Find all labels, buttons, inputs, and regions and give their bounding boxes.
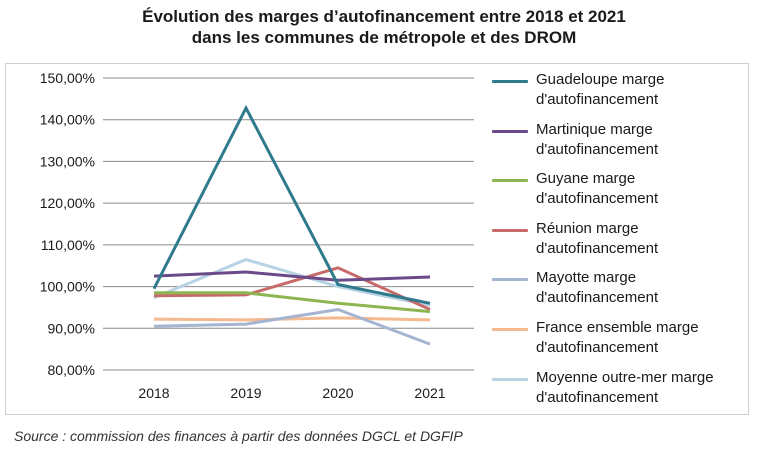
legend-item: Mayotte marge d'autofinancement xyxy=(492,268,742,318)
x-tick-label: 2020 xyxy=(322,385,353,401)
y-tick-label: 150,00% xyxy=(40,70,95,86)
y-tick-label: 100,00% xyxy=(40,279,95,295)
y-tick-label: 130,00% xyxy=(40,153,95,169)
legend-label-line-2: d'autofinancement xyxy=(536,239,659,257)
legend-item: Guyane marge d'autofinancement xyxy=(492,169,742,219)
series-line-7 xyxy=(153,257,431,307)
gridlines xyxy=(103,77,474,371)
legend-item: Martinique marge d'autofinancement xyxy=(492,120,742,170)
source-note: Source : commission des finances à parti… xyxy=(14,428,463,444)
x-axis-tick-labels: 2018 2019 2020 2021 xyxy=(138,385,445,401)
data-series xyxy=(152,104,431,346)
legend-label-line-2: d'autofinancement xyxy=(536,91,659,108)
legend-swatch xyxy=(492,179,528,183)
legend-swatch xyxy=(492,377,528,381)
series-line-1 xyxy=(152,104,431,305)
chart-title-line-1: Évolution des marges d’autofinancement e… xyxy=(142,7,626,26)
chart-title-line-2: dans les communes de métropole et des DR… xyxy=(191,28,577,47)
legend-label-line-2: d'autofinancement xyxy=(536,140,659,158)
legend-label: France ensemble marge d'autofinancement xyxy=(536,318,736,358)
legend-swatch xyxy=(492,129,528,133)
legend-label-line-2: d'autofinancement xyxy=(536,190,659,208)
y-tick-label: 80,00% xyxy=(48,362,95,378)
series-line-3 xyxy=(154,291,431,314)
legend-label: Guyane marge d'autofinancement xyxy=(536,169,736,209)
legend-item: Guadeloupe marge d'autofinancement xyxy=(492,70,742,120)
legend-label: Réunion marge d'autofinancement xyxy=(536,219,736,259)
legend-label-line-1: Moyenne outre-mer marge xyxy=(536,368,714,386)
legend-label-line-1: France ensemble marge xyxy=(536,318,699,336)
x-tick-label: 2021 xyxy=(414,385,445,401)
legend-swatch xyxy=(492,80,528,83)
chart-legend: Guadeloupe marge d'autofinancement Martini… xyxy=(492,70,742,417)
legend-item: Réunion marge d'autofinancement xyxy=(492,219,742,269)
legend-label-line-2: d'autofinancement xyxy=(536,338,659,356)
series-line-6 xyxy=(153,316,431,322)
y-tick-label: 110,00% xyxy=(41,237,95,253)
y-tick-label: 120,00% xyxy=(40,195,95,211)
chart-title: Évolution des marges d’autofinancement e… xyxy=(0,6,768,48)
legend-label-line-1: Guyane marge xyxy=(536,170,636,188)
series-line-2 xyxy=(153,270,431,282)
legend-swatch xyxy=(492,228,528,232)
series-line-4 xyxy=(153,266,431,311)
legend-label-line-1: Réunion marge xyxy=(536,219,639,237)
legend-label: Moyenne outre-mer marge d'autofinancement xyxy=(536,368,736,408)
legend-label: Martinique marge d'autofinancement xyxy=(536,120,736,160)
legend-swatch xyxy=(492,327,528,331)
series-line-5 xyxy=(153,307,431,346)
x-tick-label: 2019 xyxy=(230,385,261,401)
y-tick-label: 90,00% xyxy=(48,320,95,336)
y-axis-tick-labels: 80,00% 90,00% 100,00% 110,00% 120,00% 130,00%… xyxy=(40,70,95,378)
legend-item: France ensemble marge d'autofinancement xyxy=(492,318,742,368)
legend-item: Moyenne outre-mer marge d'autofinancement xyxy=(492,368,742,418)
legend-label-line-2: d'autofinancement xyxy=(536,289,659,307)
y-tick-label: 140,00% xyxy=(40,112,95,128)
legend-label-line-1: Martinique marge xyxy=(536,120,653,138)
legend-swatch xyxy=(492,278,528,282)
legend-label: Mayotte marge d'autofinancement xyxy=(536,268,736,308)
chart-frame xyxy=(5,63,749,415)
legend-label-line-2: d'autofinancement xyxy=(536,388,659,406)
legend-label: Guadeloupe marge d'autofinancement xyxy=(536,70,736,110)
legend-label-line-1: Guadeloupe marge xyxy=(536,71,665,88)
x-tick-label: 2018 xyxy=(138,385,169,401)
legend-label-line-1: Mayotte marge xyxy=(536,269,637,287)
